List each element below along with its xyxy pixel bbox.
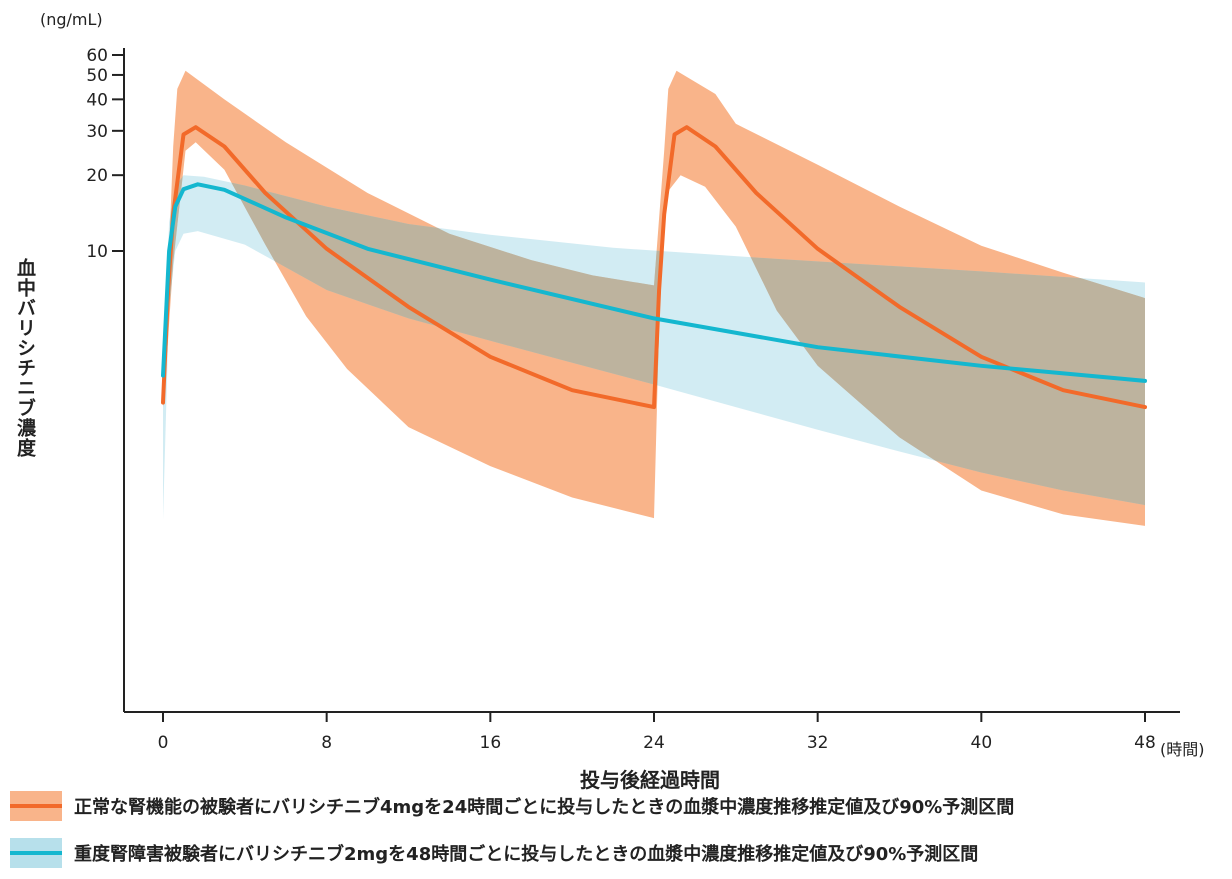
x-tick-label: 24 xyxy=(643,733,665,753)
legend-item-normal-renal: 正常な腎機能の被験者にバリシチニブ4mgを24時間ごとに投与したときの血漿中濃度… xyxy=(10,791,1230,821)
prediction-bands xyxy=(163,70,1145,526)
median-lines xyxy=(161,125,1147,410)
x-tick-label: 0 xyxy=(158,733,169,753)
y-tick-label: 20 xyxy=(86,166,108,186)
median-line-1 xyxy=(161,182,1147,383)
x-tick-label: 16 xyxy=(480,733,502,753)
y-tick-label: 50 xyxy=(86,66,108,86)
y-axis-title: 血中バリシチニブ濃度 xyxy=(14,258,36,458)
x-axis-title: 投与後経過時間 xyxy=(580,768,720,792)
y-tick-label: 10 xyxy=(86,242,108,262)
legend-item-severe-renal: 重度腎障害被験者にバリシチニブ2mgを48時間ごとに投与したときの血漿中濃度推移… xyxy=(10,838,1230,868)
y-axis-unit: (ng/mL) xyxy=(40,10,103,29)
legend-label-normal-renal: 正常な腎機能の被験者にバリシチニブ4mgを24時間ごとに投与したときの血漿中濃度… xyxy=(74,797,1015,818)
y-tick-label: 40 xyxy=(86,90,108,110)
x-axis-unit: (時間) xyxy=(1160,740,1205,759)
x-tick-label: 40 xyxy=(971,733,993,753)
legend-swatch-normal-renal xyxy=(10,791,62,821)
median-line-0 xyxy=(161,125,1147,410)
legend-swatch-severe-renal xyxy=(10,838,62,868)
y-tick-label: 60 xyxy=(86,46,108,66)
y-tick-label: 30 xyxy=(86,122,108,142)
x-tick-label: 48 xyxy=(1134,733,1156,753)
legend-label-severe-renal: 重度腎障害被験者にバリシチニブ2mgを48時間ごとに投与したときの血漿中濃度推移… xyxy=(74,844,979,865)
x-tick-label: 8 xyxy=(321,733,332,753)
x-tick-label: 32 xyxy=(807,733,829,753)
